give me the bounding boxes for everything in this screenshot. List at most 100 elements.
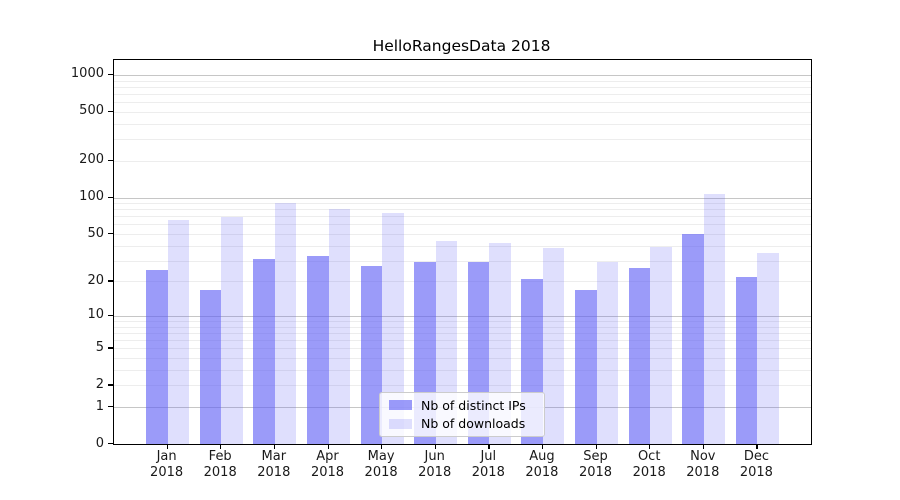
x-tick-label: Oct 2018 — [617, 449, 681, 480]
x-tick-year: 2018 — [418, 464, 452, 480]
y-tick-mark — [107, 73, 113, 76]
x-tick-month: Mar — [261, 449, 287, 464]
x-tick-mark — [273, 444, 276, 449]
y-tick-mark — [107, 110, 113, 113]
bar-downloads — [167, 220, 190, 444]
x-tick-mark — [434, 444, 436, 449]
y-tick-label: 10 — [87, 307, 104, 323]
x-tick-month: Oct — [637, 449, 661, 464]
bar-downloads — [274, 203, 297, 444]
x-tick-mark — [756, 444, 758, 449]
x-tick-mark — [541, 444, 544, 449]
x-tick-month: Jan — [156, 449, 177, 464]
gridline-minor — [114, 369, 811, 371]
plot-area — [113, 59, 812, 445]
gridline-minor — [114, 260, 811, 262]
bar-distinct-ips — [360, 266, 383, 444]
gridline-minor — [114, 326, 811, 328]
gridline-minor — [114, 281, 811, 283]
gridline-major — [114, 74, 811, 76]
gridline-minor — [114, 234, 811, 235]
gridline-minor — [114, 203, 811, 204]
y-tick-label: 500 — [79, 103, 104, 119]
x-tick-label: Apr 2018 — [296, 449, 360, 480]
bar-distinct-ips — [199, 289, 222, 444]
x-tick-month: Aug — [529, 449, 555, 464]
gridline-minor — [114, 209, 811, 211]
gridline-minor — [114, 348, 811, 350]
y-tick-label: 20 — [87, 272, 104, 288]
y-tick-label: 1 — [95, 398, 104, 414]
gridline-minor — [114, 80, 811, 82]
gridline-minor — [114, 332, 811, 334]
y-tick-mark — [107, 314, 113, 317]
x-tick-year: 2018 — [578, 464, 613, 480]
gridline-minor — [114, 160, 811, 162]
bar-downloads — [650, 246, 672, 444]
x-tick-year: 2018 — [525, 464, 559, 480]
gridline-minor — [114, 86, 811, 88]
legend-swatch-distinct-ips — [389, 400, 412, 411]
bar-downloads — [542, 248, 565, 444]
x-tick-month: Feb — [208, 449, 232, 464]
gridline-minor — [114, 111, 811, 113]
gridline-minor — [114, 385, 811, 387]
legend-label-distinct-ips: Nb of distinct IPs — [421, 397, 526, 413]
x-tick-mark — [166, 444, 168, 449]
x-tick-mark — [488, 444, 490, 449]
y-tick-mark — [107, 233, 113, 235]
x-tick-label: Mar 2018 — [242, 449, 306, 480]
gridline-minor — [114, 139, 811, 141]
gridline-minor — [114, 224, 811, 226]
bar-distinct-ips — [735, 276, 758, 444]
x-tick-label: Jul 2018 — [456, 449, 520, 480]
x-tick-year: 2018 — [203, 464, 237, 480]
bar-distinct-ips — [146, 270, 168, 444]
y-tick-mark — [107, 347, 113, 349]
gridline-major — [114, 197, 811, 199]
gridline-minor — [114, 340, 811, 342]
x-tick-mark — [220, 444, 222, 449]
gridline-minor — [114, 245, 811, 247]
bar-downloads — [328, 209, 350, 444]
x-tick-year: 2018 — [150, 464, 184, 480]
x-tick-year: 2018 — [471, 464, 505, 480]
x-tick-label: Feb 2018 — [188, 449, 252, 480]
x-tick-month: Apr — [316, 449, 339, 464]
x-tick-mark — [649, 444, 651, 449]
legend: Nb of distinct IPs Nb of downloads — [379, 392, 545, 437]
x-tick-year: 2018 — [257, 464, 291, 480]
gridline-minor — [114, 358, 811, 359]
x-tick-year: 2018 — [364, 464, 398, 480]
x-tick-mark — [327, 444, 329, 449]
y-tick-label: 50 — [87, 225, 104, 241]
x-tick-year: 2018 — [632, 464, 666, 480]
gridline-minor — [114, 216, 811, 218]
bar-downloads — [703, 193, 726, 444]
x-tick-label: Jan 2018 — [135, 449, 199, 480]
gridline-major — [114, 315, 811, 317]
x-tick-mark — [595, 444, 597, 449]
x-tick-label: Sep 2018 — [564, 449, 628, 480]
gridline-minor — [114, 94, 811, 95]
y-tick-label: 1000 — [70, 66, 104, 82]
legend-item-downloads: Nb of downloads — [389, 416, 535, 431]
bar-distinct-ips — [575, 289, 597, 444]
x-tick-mark — [381, 444, 383, 449]
y-tick-label: 200 — [79, 152, 104, 168]
x-tick-month: Jul — [480, 449, 497, 464]
x-tick-month: Jun — [424, 449, 445, 464]
y-tick-mark — [107, 196, 113, 198]
y-tick-mark — [107, 406, 113, 408]
x-tick-year: 2018 — [739, 464, 773, 480]
x-tick-label: Nov 2018 — [671, 449, 735, 480]
y-tick-label: 0 — [95, 435, 104, 451]
y-tick-mark — [107, 384, 113, 386]
legend-item-distinct-ips: Nb of distinct IPs — [389, 398, 535, 413]
x-tick-mark — [702, 444, 705, 449]
bar-distinct-ips — [253, 258, 275, 444]
bar-downloads — [757, 252, 779, 444]
x-tick-year: 2018 — [310, 464, 345, 480]
y-tick-label: 100 — [79, 189, 104, 204]
